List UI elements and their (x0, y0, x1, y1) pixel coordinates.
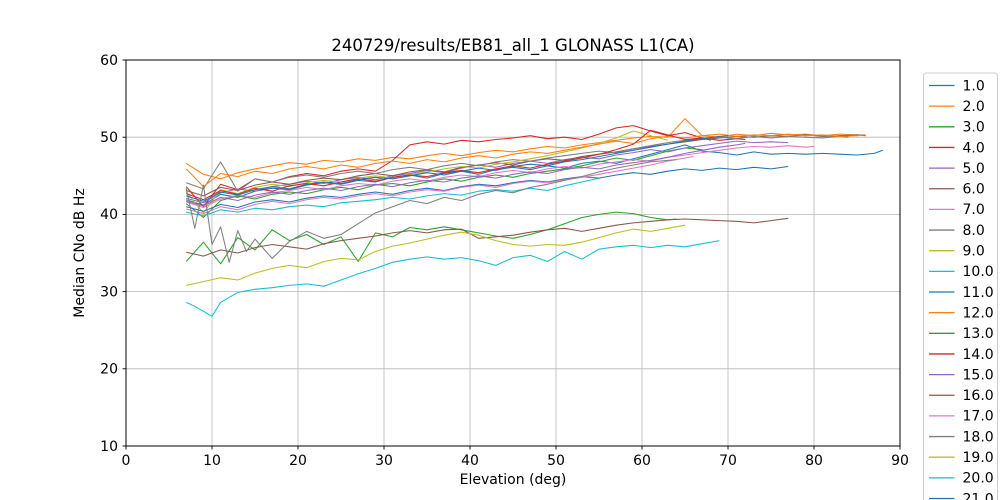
series-line-12.0 (185, 133, 866, 188)
legend: 1.0 2.0 3.0 4.0 5.0 6.0 7.0 8.0 9.0 10.0 11.0 12.0 1… (923, 72, 998, 500)
x-tick-label: 90 (891, 453, 909, 469)
series-line-19.0 (186, 224, 686, 286)
grid-layer (125, 59, 901, 447)
legend-label: 10.0 (963, 264, 994, 280)
legend-box (923, 72, 998, 500)
legend-label: 12.0 (963, 305, 994, 321)
legend-label: 13.0 (963, 326, 994, 342)
series-line-1.0 (186, 144, 883, 206)
y-tick-label: 20 (100, 362, 118, 378)
legend-label: 2.0 (963, 99, 985, 115)
y-tick-label: 30 (100, 284, 118, 300)
series-line-15.0 (186, 142, 746, 207)
legend-label: 5.0 (963, 161, 985, 177)
legend-label: 8.0 (963, 223, 985, 239)
legend-label: 1.0 (963, 78, 985, 94)
x-tick-label: 50 (547, 453, 565, 469)
x-tick-label: 70 (719, 453, 737, 469)
legend-label: 9.0 (963, 244, 985, 260)
series-line-17.0 (186, 155, 694, 215)
series-line-2.0 (185, 118, 866, 180)
series-line-7.0 (186, 145, 815, 209)
legend-label: 7.0 (963, 202, 985, 218)
legend-label: 19.0 (963, 450, 994, 466)
series-line-14.0 (186, 129, 711, 201)
series-line-13.0 (185, 211, 677, 265)
x-axis-label: Elevation (deg) (460, 472, 567, 488)
series-line-18.0 (185, 159, 677, 263)
series-line-21.0 (186, 135, 729, 202)
x-tick-label: 40 (461, 453, 479, 469)
legend-label: 20.0 (963, 471, 994, 487)
series-layer (185, 118, 883, 317)
chart-title: 240729/results/EB81_all_1 GLONASS L1(CA) (331, 36, 694, 56)
series-line-11.0 (186, 165, 789, 212)
legend-label: 21.0 (963, 491, 994, 500)
y-axis-label: Median CNo dB Hz (72, 188, 88, 317)
y-tick-label: 50 (100, 130, 118, 146)
series-line-10.0 (186, 177, 600, 217)
legend-label: 3.0 (963, 120, 985, 136)
legend-label: 17.0 (963, 409, 994, 425)
x-tick-label: 0 (122, 453, 131, 469)
legend-label: 18.0 (963, 429, 994, 445)
legend-label: 14.0 (963, 347, 994, 363)
legend-label: 15.0 (963, 367, 994, 383)
x-tick-label: 30 (375, 453, 393, 469)
y-tick-label: 40 (100, 207, 118, 223)
plot-border (125, 59, 901, 447)
series-line-3.0 (185, 147, 703, 219)
legend-label: 16.0 (963, 388, 994, 404)
x-tick-label: 60 (633, 453, 651, 469)
legend-label: 4.0 (963, 140, 985, 156)
x-tick-label: 80 (805, 453, 823, 469)
x-tick-label: 20 (289, 453, 307, 469)
x-tick-label: 10 (203, 453, 221, 469)
y-tick-label: 60 (100, 53, 118, 69)
legend-label: 11.0 (963, 285, 994, 301)
series-line-20.0 (185, 240, 720, 317)
legend-label: 6.0 (963, 182, 985, 198)
series-line-16.0 (186, 217, 789, 257)
y-tick-label: 10 (100, 439, 118, 455)
